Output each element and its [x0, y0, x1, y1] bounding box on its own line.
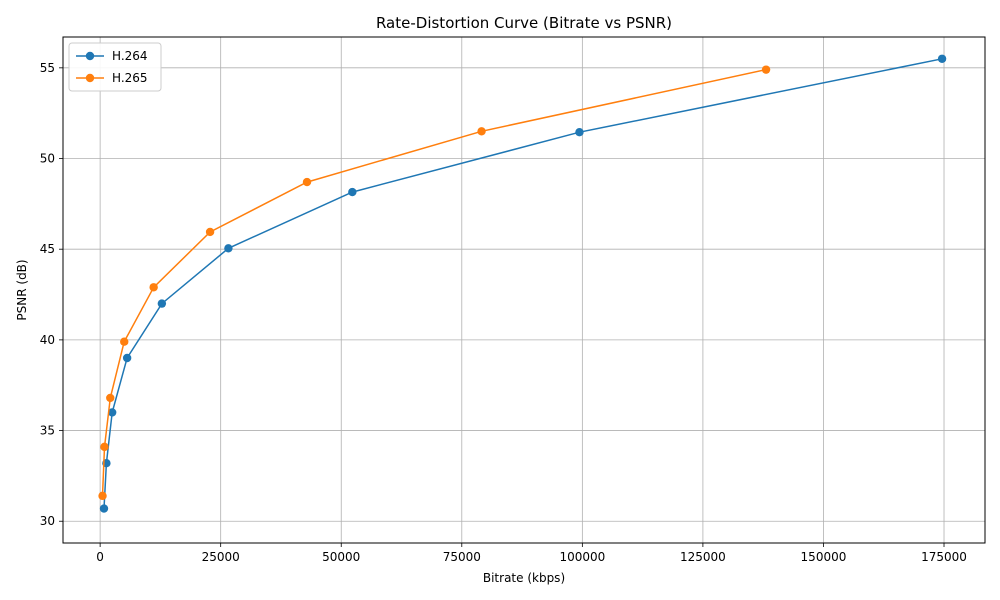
x-tick-label: 150000 [801, 550, 847, 564]
x-tick-label: 175000 [921, 550, 967, 564]
data-point [122, 353, 132, 363]
data-point [149, 283, 158, 292]
data-point [761, 65, 771, 74]
y-axis-label: PSNR (dB) [15, 259, 29, 320]
series-h-264 [99, 54, 947, 513]
x-tick-label: 125000 [680, 550, 726, 564]
data-point [99, 504, 109, 513]
tick-layer: 0 25000 50000 75000 100000 125000 150000 175000… [40, 61, 967, 564]
series-h-265 [98, 65, 771, 501]
x-tick-label: 50000 [322, 550, 360, 564]
data-point [157, 299, 167, 308]
x-axis-label: Bitrate (kbps) [483, 571, 565, 585]
series-layer [98, 54, 947, 513]
y-tick-label: 45 [40, 242, 55, 256]
grid [63, 37, 985, 543]
y-tick-label: 55 [40, 61, 55, 75]
series-line [103, 58, 943, 509]
data-point [98, 491, 107, 501]
y-tick-label: 35 [40, 424, 55, 438]
data-point [477, 127, 486, 136]
y-tick-label: 50 [40, 152, 55, 166]
legend: H.264 H.265 [68, 42, 162, 92]
legend-marker [85, 51, 95, 61]
data-point [575, 128, 584, 137]
data-point [107, 408, 117, 417]
x-tick-label: 0 [96, 550, 104, 564]
legend-label: H.264 [112, 49, 148, 63]
data-point [937, 54, 947, 63]
series-line [101, 68, 767, 496]
y-tick-label: 40 [40, 333, 55, 347]
data-point [205, 227, 215, 237]
data-point [224, 244, 233, 253]
data-point [302, 177, 312, 187]
legend-label: H.265 [112, 71, 148, 85]
x-tick-label: 75000 [443, 550, 481, 564]
x-tick-label: 25000 [202, 550, 240, 564]
y-tick-label: 30 [40, 514, 55, 528]
data-point [100, 442, 109, 452]
legend-marker [85, 73, 95, 83]
data-point [348, 187, 357, 197]
axes-frame [62, 36, 986, 544]
data-point [106, 393, 115, 403]
x-tick-label: 100000 [559, 550, 605, 564]
chart-title: Rate-Distortion Curve (Bitrate vs PSNR) [376, 14, 672, 32]
data-point [120, 337, 129, 346]
